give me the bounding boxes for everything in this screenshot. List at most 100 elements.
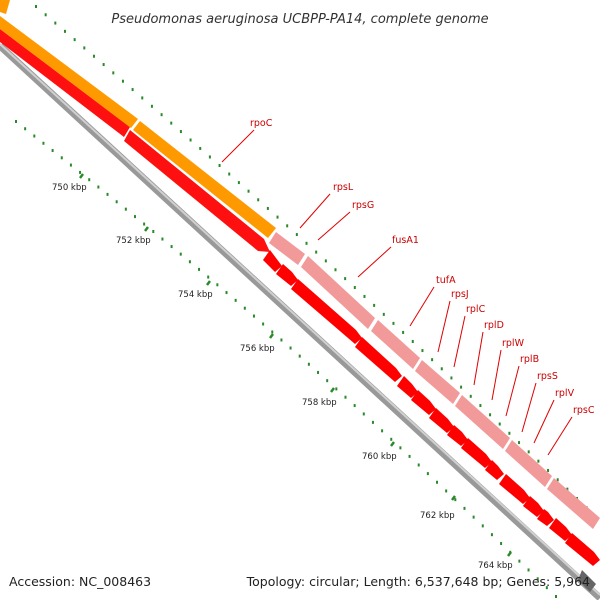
minor-tick-outer xyxy=(373,303,376,307)
minor-tick xyxy=(69,163,72,167)
cds-arrow[interactable] xyxy=(537,509,554,526)
minor-tick-outer xyxy=(83,46,86,50)
minor-tick-outer xyxy=(431,358,434,362)
minor-tick-outer xyxy=(160,113,163,117)
cds-arrow[interactable] xyxy=(429,408,454,433)
gene-leader-line xyxy=(221,129,255,163)
cds-track xyxy=(0,29,270,252)
cds-arrow[interactable] xyxy=(461,438,492,468)
minor-tick xyxy=(106,192,109,196)
minor-tick-outer xyxy=(305,241,308,245)
minor-tick-outer xyxy=(170,121,173,125)
gene-label-fusA1[interactable]: fusA1 xyxy=(392,235,419,246)
cds-arrow[interactable] xyxy=(397,376,418,398)
tick-label-750: 750 kbp xyxy=(52,183,87,193)
minor-tick-outer xyxy=(334,268,337,272)
minor-tick-outer xyxy=(460,385,463,389)
gene-label-rplD[interactable]: rplD xyxy=(484,320,504,331)
major-tick xyxy=(451,495,456,501)
minor-tick-outer xyxy=(150,104,153,108)
gene-leader-line xyxy=(453,315,466,368)
minor-tick-outer xyxy=(247,189,250,193)
gene-label-rpsS[interactable]: rpsS xyxy=(537,371,558,382)
minor-tick xyxy=(143,222,146,226)
cds-arrow[interactable] xyxy=(523,496,544,517)
minor-tick-outer xyxy=(218,163,221,167)
map-title: Pseudomonas aeruginosa UCBPP-PA14, compl… xyxy=(111,12,488,27)
tick-label-764: 764 kbp xyxy=(478,561,513,571)
gene-label-rplB[interactable]: rplB xyxy=(520,354,539,365)
gene-label-rpoC[interactable]: rpoC xyxy=(250,118,273,129)
minor-tick-outer xyxy=(73,38,76,42)
minor-tick xyxy=(518,559,521,563)
major-tick xyxy=(79,173,84,179)
cds-arrow[interactable] xyxy=(411,390,436,415)
gene-label-rpsL[interactable]: rpsL xyxy=(333,182,354,193)
minor-tick-outer xyxy=(199,146,202,150)
minor-tick xyxy=(326,379,329,383)
tick-label-754: 754 kbp xyxy=(178,290,213,300)
gene-label-rplV[interactable]: rplV xyxy=(555,388,575,399)
minor-tick xyxy=(426,472,429,476)
cds-arrow[interactable] xyxy=(263,250,282,272)
minor-tick-outer xyxy=(498,422,501,426)
minor-tick xyxy=(298,354,301,358)
cds-arrow[interactable] xyxy=(276,264,298,286)
operon-pink-segment xyxy=(301,256,375,329)
minor-tick xyxy=(15,120,17,123)
cds-arrow-gray xyxy=(578,570,596,592)
minor-tick-outer xyxy=(324,259,327,263)
minor-tick-outer xyxy=(547,468,550,472)
minor-tick-outer xyxy=(566,487,569,491)
minor-tick xyxy=(509,550,512,554)
cds-genes xyxy=(263,250,600,592)
minor-tick-outer xyxy=(189,138,192,142)
gene-label-rplW[interactable]: rplW xyxy=(502,338,525,349)
cds-arrow[interactable] xyxy=(447,425,468,446)
operon-top-edge xyxy=(0,0,10,14)
minor-tick xyxy=(42,141,45,145)
cds-arrow[interactable] xyxy=(291,279,362,344)
cds-arrow[interactable] xyxy=(485,460,504,480)
cds-arrow[interactable] xyxy=(355,337,402,382)
operon-pink-segment xyxy=(415,360,460,404)
minor-tick xyxy=(371,420,374,424)
operon-track-pink xyxy=(269,232,600,529)
minor-tick xyxy=(408,454,411,458)
tick-label-752: 752 kbp xyxy=(116,236,151,246)
operon-pink-segment xyxy=(505,440,552,487)
cds-arrow[interactable] xyxy=(549,518,572,541)
minor-tick xyxy=(289,346,292,350)
major-tick xyxy=(144,226,149,232)
cds-segment-rpoC[interactable] xyxy=(0,29,130,137)
minor-tick-outer xyxy=(131,88,134,92)
minor-tick-outer xyxy=(35,5,37,8)
genome-summary: Topology: circular; Length: 6,537,648 bp… xyxy=(246,574,590,589)
gene-leader-line xyxy=(491,349,502,401)
minor-tick-outer xyxy=(44,13,47,17)
minor-tick xyxy=(399,446,402,450)
minor-tick-outer xyxy=(102,63,105,67)
minor-tick xyxy=(262,322,265,326)
gene-label-rpsJ[interactable]: rpsJ xyxy=(451,289,469,300)
minor-tick-outer xyxy=(121,79,124,83)
gene-label-rpsC[interactable]: rpsC xyxy=(573,405,595,416)
minor-tick xyxy=(500,541,503,545)
minor-tick xyxy=(362,412,365,416)
cds-arrow[interactable] xyxy=(499,474,530,504)
cds-arrow[interactable] xyxy=(565,533,600,566)
tick-label-760: 760 kbp xyxy=(362,452,397,462)
gene-label-rpsG[interactable]: rpsG xyxy=(352,200,374,211)
gene-labels: rpoC rpsL rpsG fusA1 tufA rpsJ rplC rplD rplW rpl… xyxy=(221,118,595,456)
gene-leader-line xyxy=(521,382,537,433)
gene-leader-line xyxy=(547,416,573,456)
minor-tick-outer xyxy=(411,339,414,343)
minor-tick-outer xyxy=(237,181,240,185)
minor-tick xyxy=(445,489,448,493)
gene-label-tufA[interactable]: tufA xyxy=(436,275,456,286)
cds-segment-rpoC-2[interactable] xyxy=(124,130,270,252)
minor-tick-outer xyxy=(266,206,269,210)
minor-tick-outer xyxy=(208,155,211,159)
gene-label-rplC[interactable]: rplC xyxy=(466,304,486,315)
